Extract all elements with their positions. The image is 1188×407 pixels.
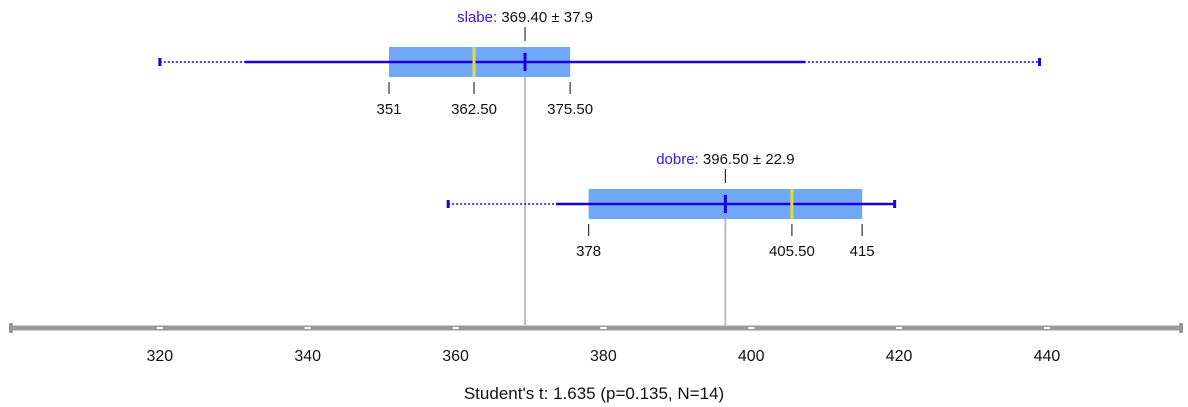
x-tick-label: 420 <box>886 348 913 365</box>
group-slabe: slabe: 369.40 ± 37.9 351 362.50 375.50 <box>158 9 1042 118</box>
mean-sd-value: 369.40 ± 37.9 <box>501 9 593 26</box>
x-tick-label: 400 <box>738 348 765 365</box>
quartile-label: 351 <box>376 101 401 118</box>
x-tick-mark <box>304 327 311 329</box>
x-tick-label: 380 <box>590 348 617 365</box>
x-tick-label: 360 <box>442 348 469 365</box>
x-tick-mark <box>156 327 163 329</box>
x-axis: 320 340 360 380 400 420 440 <box>9 323 1183 365</box>
x-axis-end-left <box>9 323 13 333</box>
test-statistic-footer: Student's t: 1.635 (p=0.135, N=14) <box>464 384 724 403</box>
quartile-label: 375.50 <box>547 101 593 118</box>
mean-guide-lines <box>524 62 727 325</box>
x-tick-label: 340 <box>294 348 321 365</box>
group-dobre: dobre: 396.50 ± 22.9 378 405.50 415 <box>446 151 897 260</box>
groups: slabe: 369.40 ± 37.9 351 362.50 375.50 dobre… <box>158 9 1042 260</box>
mean-sd-value: 396.50 ± 22.9 <box>703 151 795 168</box>
max-marker <box>1038 58 1042 66</box>
group-name: slabe: <box>457 9 501 26</box>
group-name: dobre: <box>656 151 703 168</box>
quartile-label: 362.50 <box>451 101 497 118</box>
x-tick-label: 320 <box>146 348 173 365</box>
quartile-label: 415 <box>850 243 875 260</box>
quartile-label: 405.50 <box>769 243 815 260</box>
x-tick-mark <box>748 327 755 329</box>
x-tick-label: 440 <box>1034 348 1061 365</box>
quartile-label: 378 <box>576 243 601 260</box>
x-tick-mark <box>600 327 607 329</box>
x-axis-line <box>12 325 1180 331</box>
mean-label: slabe: 369.40 ± 37.9 <box>457 9 593 26</box>
mean-label: dobre: 396.50 ± 22.9 <box>656 151 794 168</box>
min-marker <box>446 200 450 208</box>
min-marker <box>158 58 162 66</box>
x-tick-mark <box>896 327 903 329</box>
x-axis-end-right <box>1179 323 1183 333</box>
x-tick-mark <box>452 327 459 329</box>
x-tick-mark <box>1043 327 1050 329</box>
